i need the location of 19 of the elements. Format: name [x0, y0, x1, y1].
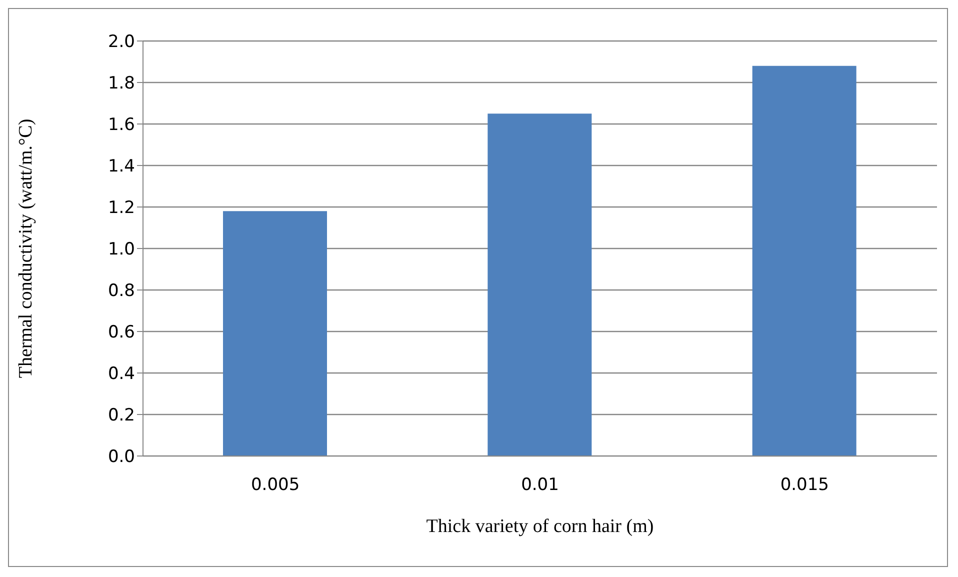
y-tick-label: 0.0 — [108, 447, 135, 468]
y-tick-label: 1.0 — [108, 240, 135, 260]
bar — [488, 114, 592, 456]
bar — [223, 211, 327, 456]
y-tick-label: 1.8 — [108, 74, 135, 94]
bar — [752, 66, 856, 456]
x-axis-title: Thick variety of corn hair (m) — [426, 516, 654, 537]
y-tick-label: 1.2 — [108, 198, 135, 218]
x-tick-label: 0.005 — [250, 475, 300, 496]
y-tick-label: 2.0 — [108, 32, 135, 52]
y-tick-label: 1.4 — [108, 156, 135, 177]
y-axis-title: Thermal conductivity (watt/m.°C) — [16, 118, 37, 378]
y-tick-label: 0.4 — [108, 364, 135, 384]
y-tick-label: 0.6 — [108, 322, 135, 343]
y-tick-label: 0.2 — [108, 406, 135, 426]
x-tick-label: 0.015 — [780, 475, 830, 496]
x-tick-label: 0.01 — [521, 475, 559, 496]
y-tick-label: 1.6 — [108, 115, 135, 136]
y-tick-label: 0.8 — [108, 281, 135, 302]
